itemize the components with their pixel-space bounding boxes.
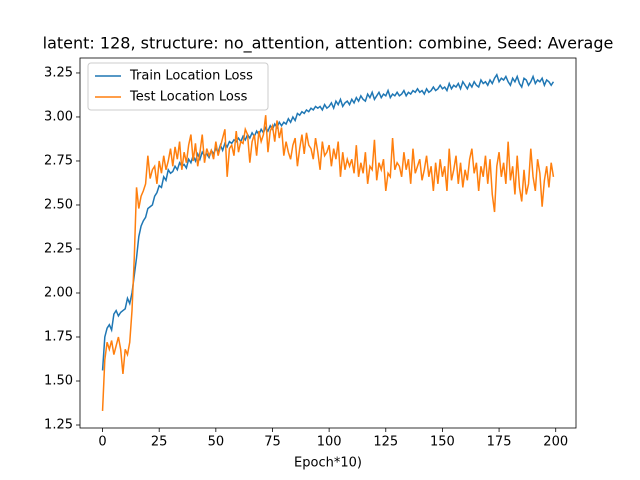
x-tick-label: 175 bbox=[487, 435, 512, 450]
chart-title: latent: 128, structure: no_attention, at… bbox=[43, 34, 614, 54]
y-tick-label: 1.25 bbox=[44, 418, 73, 433]
legend-box bbox=[87, 62, 269, 111]
x-tick-label: 0 bbox=[98, 435, 106, 450]
line-series bbox=[101, 115, 555, 411]
x-tick-label: 50 bbox=[208, 435, 225, 450]
y-tick-label: 1.50 bbox=[44, 374, 73, 389]
x-tick-label: 75 bbox=[264, 435, 281, 450]
legend-label: Test Location Loss bbox=[129, 90, 248, 105]
axes-frame bbox=[79, 57, 577, 429]
y-tick-label: 1.75 bbox=[44, 329, 73, 344]
y-tick-label: 3.25 bbox=[44, 65, 73, 80]
legend-label: Train Location Loss bbox=[129, 69, 253, 84]
x-tick-label: 150 bbox=[430, 435, 455, 450]
y-tick-label: 2.00 bbox=[44, 285, 73, 300]
y-tick-label: 2.75 bbox=[44, 153, 73, 168]
x-tick-label: 100 bbox=[317, 435, 342, 450]
line-series bbox=[101, 72, 555, 371]
y-tick-label: 3.00 bbox=[44, 109, 73, 124]
x-tick-label: 125 bbox=[373, 435, 398, 450]
x-tick-label: 200 bbox=[543, 435, 568, 450]
x-tick-label: 25 bbox=[151, 435, 168, 450]
x-axis-label: Epoch*10) bbox=[294, 456, 362, 471]
y-tick-label: 2.50 bbox=[44, 197, 73, 212]
y-tick-label: 2.25 bbox=[44, 241, 73, 256]
